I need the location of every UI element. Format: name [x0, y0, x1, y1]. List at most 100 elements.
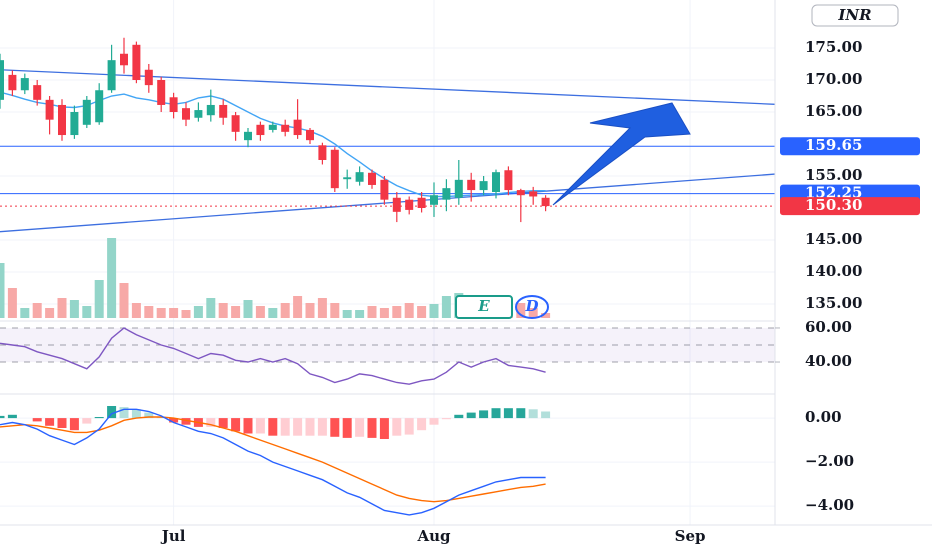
logo-box — [455, 295, 513, 319]
macd-histogram-bar — [255, 418, 265, 434]
candle-body — [454, 179, 463, 198]
macd-histogram-bar — [69, 418, 79, 431]
candle-body — [318, 145, 327, 160]
volume-bar — [20, 308, 30, 318]
volume-bar — [107, 238, 117, 318]
y-tick-label: 155.00 — [805, 166, 862, 184]
trendline — [0, 69, 776, 105]
macd-histogram-bar — [144, 412, 154, 419]
macd-histogram-bar — [0, 415, 5, 419]
candle-body — [0, 60, 4, 100]
candle-body — [132, 44, 141, 80]
volume-bar — [7, 288, 17, 318]
macd-histogram-bar — [107, 405, 117, 419]
volume-bar — [255, 306, 265, 318]
candle-body — [45, 99, 54, 120]
macd-histogram-bar — [119, 407, 129, 419]
macd-histogram-bar — [45, 418, 55, 426]
macd-histogram-bar — [7, 414, 17, 419]
x-tick-label: Aug — [416, 527, 451, 545]
y-tick-label: 135.00 — [805, 294, 862, 312]
candle-body — [107, 60, 116, 91]
candle-body — [504, 170, 513, 191]
macd-histogram-bar — [429, 418, 439, 425]
macd-histogram-bar — [528, 409, 538, 419]
candle-body — [206, 104, 215, 116]
currency-label: INR — [837, 6, 871, 24]
y-tick-label: 60.00 — [805, 318, 852, 336]
macd-histogram-bar — [503, 408, 513, 419]
grid — [0, 0, 775, 525]
macd-histogram-bar — [404, 418, 414, 435]
candle-body — [467, 179, 476, 191]
y-tick-label: −2.00 — [805, 452, 854, 470]
y-tick-label: 175.00 — [805, 38, 862, 56]
candle-body — [144, 69, 153, 86]
candle-body — [479, 181, 488, 191]
candle-body — [492, 172, 500, 192]
price-level-box — [780, 137, 920, 156]
candle-body — [541, 197, 550, 207]
volume-bar — [305, 303, 315, 318]
trendline — [0, 173, 776, 233]
macd-histogram-bar — [57, 418, 67, 428]
volume-bar — [156, 308, 166, 318]
candle-body — [169, 97, 178, 112]
macd-line — [0, 408, 546, 516]
candle-body — [256, 124, 265, 136]
macd-histogram-bar — [305, 418, 315, 436]
signal-line — [0, 416, 546, 503]
macd-histogram-bar — [367, 418, 377, 438]
candle-body — [58, 104, 66, 136]
candle-body — [306, 129, 314, 141]
volume-bar — [45, 308, 55, 318]
price-level-box — [780, 197, 920, 216]
volume-bar — [268, 308, 278, 318]
macd-histogram-bar — [94, 416, 104, 419]
candle-body — [219, 104, 228, 118]
volume-bar — [417, 306, 427, 318]
volume-bar — [293, 296, 303, 318]
macd-histogram-bar — [231, 418, 241, 432]
candle-body — [417, 197, 426, 208]
volume-bar — [206, 298, 216, 318]
volume-bar — [330, 303, 340, 318]
macd-histogram-bar — [280, 418, 290, 436]
macd-histogram-bar — [342, 418, 352, 438]
volume-bar — [392, 306, 402, 318]
price-axis: Jul Aug Sep 135.00 140.00 145.00 155.00 165.00 1… — [160, 38, 920, 545]
currency-box — [811, 4, 899, 27]
y-tick-label: 145.00 — [805, 230, 862, 248]
volume-bar — [342, 310, 352, 318]
candle-body — [95, 90, 104, 123]
y-tick-label: 40.00 — [805, 352, 852, 370]
volume-bar — [57, 298, 67, 318]
candle-body — [293, 119, 302, 136]
volume-bar — [94, 280, 104, 318]
logo-letter: E — [477, 297, 490, 315]
macd-histogram-bar — [392, 418, 402, 436]
candle-body — [442, 188, 451, 200]
candle-body — [268, 124, 277, 130]
candle-body — [182, 108, 190, 120]
x-tick-label: Jul — [160, 527, 186, 545]
logo-ring — [515, 295, 549, 319]
volume-bar — [367, 306, 377, 318]
macd-histogram-bar — [355, 418, 365, 437]
volume-bar — [169, 308, 179, 318]
candle-body — [33, 85, 42, 100]
y-tick-label: 0.00 — [805, 408, 842, 426]
macd-histogram-bar — [454, 414, 464, 419]
volume-bar — [429, 304, 439, 318]
x-tick-label: Sep — [675, 527, 706, 545]
price-level-label: 150.30 — [805, 196, 862, 214]
macd-histogram-bar — [293, 418, 303, 436]
candle-body — [343, 177, 352, 180]
volume-bar — [516, 303, 526, 318]
candle-body — [516, 190, 525, 196]
macd-histogram-bar — [417, 418, 427, 431]
candle-body — [330, 149, 339, 189]
